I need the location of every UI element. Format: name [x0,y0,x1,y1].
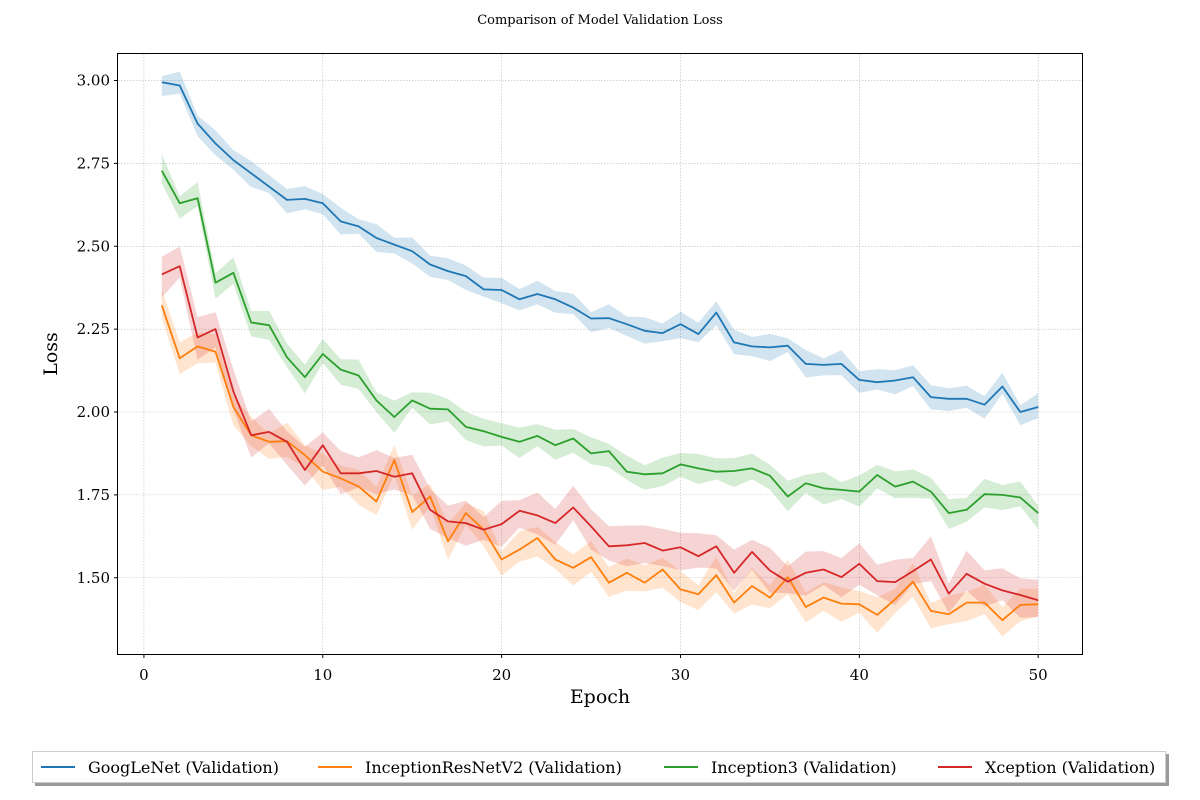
legend-swatch-inceptionresnetv2 [318,766,352,768]
series-line-2 [160,305,1039,622]
series-band-4 [161,246,1039,618]
y-tick-label: 1.75 [77,486,110,504]
x-tick-label: 40 [850,666,869,684]
chart-title: Comparison of Model Validation Loss [477,13,723,28]
legend-swatch-googlenet [41,766,75,768]
series-band-3 [161,154,1039,530]
y-tick-label: 1.50 [77,569,110,587]
series-line-3 [161,170,1039,514]
legend-label-googlenet: GoogLeNet (Validation) [88,757,279,777]
x-tick-label: 10 [313,666,332,684]
series-line-1 [161,81,1039,413]
legend-swatch-xception [938,766,972,768]
x-tick-label: 20 [492,666,511,684]
legend: GoogLeNet (Validation) InceptionResNetV2… [32,751,1166,783]
legend-item-inceptionresnetv2: InceptionResNetV2 (Validation) [318,758,622,777]
y-tick-label: 2.75 [77,154,110,172]
x-axis-ticks: 0 10 20 30 40 50 [139,654,1048,684]
x-tick-label: 50 [1029,666,1048,684]
legend-item-inception3: Inception3 (Validation) [664,758,897,777]
legend-item-googlenet: GoogLeNet (Validation) [41,758,279,777]
legend-label-xception: Xception (Validation) [985,757,1156,777]
legend-label-inception3: Inception3 (Validation) [711,757,897,777]
y-axis-ticks: 1.50 1.75 2.00 2.25 2.50 2.75 3.00 [77,72,118,587]
series-line-4 [161,265,1039,602]
confidence-bands [161,71,1039,637]
plot-frame [117,53,1083,655]
series-band-1 [161,71,1039,426]
series-lines [160,81,1039,622]
legend-item-xception: Xception (Validation) [938,758,1155,777]
series-band-2 [161,289,1039,637]
x-tick-label: 0 [139,666,149,684]
y-tick-label: 2.25 [77,320,110,338]
x-axis-label: Epoch [570,686,630,708]
y-tick-label: 2.00 [77,403,110,421]
x-tick-label: 30 [671,666,690,684]
y-tick-label: 3.00 [77,72,110,90]
y-tick-label: 2.50 [77,237,110,255]
legend-swatch-inception3 [664,766,698,768]
y-axis-label: Loss [40,332,62,376]
legend-label-inceptionresnetv2: InceptionResNetV2 (Validation) [365,757,622,777]
